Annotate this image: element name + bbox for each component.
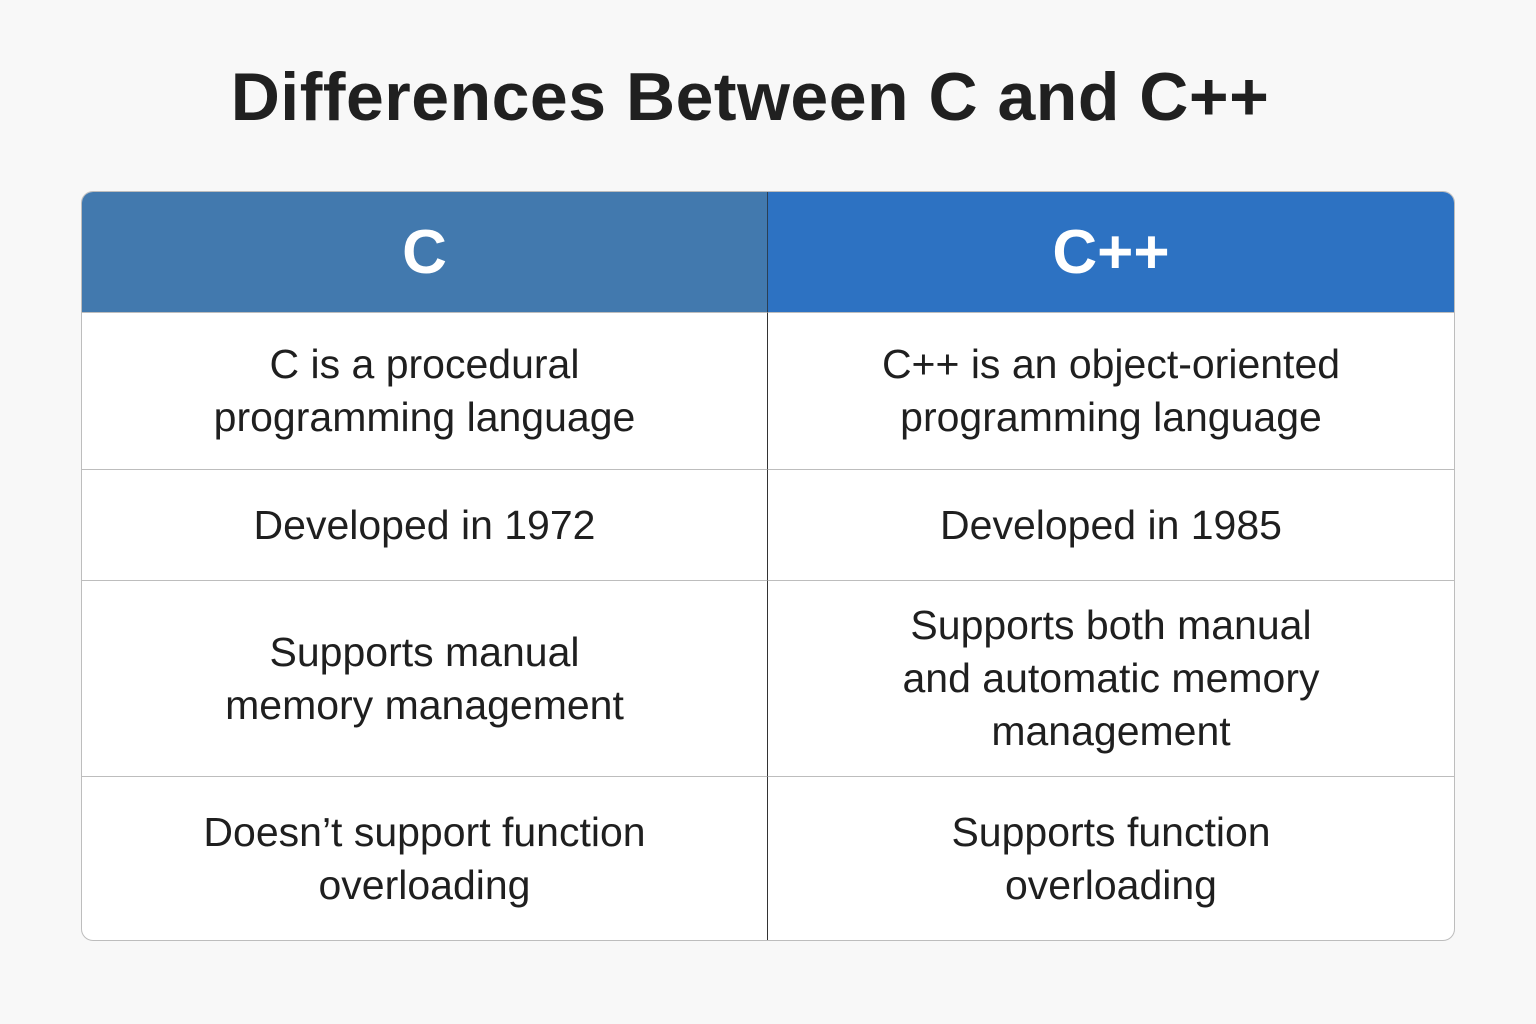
- cell-text-line: Developed in 1985: [940, 501, 1282, 548]
- cell-text-line: C++ is an object-oriented: [881, 341, 1341, 387]
- cell-text-line: Doesn’t support function: [203, 808, 646, 855]
- title: Differences Between C and C++: [230, 59, 1270, 135]
- table-cell: C++ is an object-oriented programming lan…: [768, 312, 1454, 469]
- table-cell: C is a procedural programming language: [82, 312, 768, 469]
- comparison-table: C C++ C is a procedural programming languag…: [81, 191, 1455, 941]
- cell-text-line: memory management: [225, 681, 624, 728]
- cell-text-line: Supports manual: [269, 628, 580, 675]
- table-cell: Developed in 1985: [768, 469, 1454, 580]
- column-header: C++: [768, 192, 1454, 312]
- cell-text-line: Supports function: [951, 808, 1271, 855]
- cell-text-line: Developed in 1972: [253, 501, 596, 548]
- table-cell: Supports function overloading: [768, 776, 1454, 940]
- cell-text-line: Supports both manual: [910, 602, 1312, 648]
- table-cell: Doesn’t support function overloading: [82, 776, 768, 940]
- table-cell: Developed in 1972: [82, 469, 768, 580]
- table-cell: Supports both manual and automatic memory…: [768, 580, 1454, 776]
- cell-text-line: and automatic memory: [902, 655, 1320, 701]
- column-header: C: [82, 192, 768, 312]
- cell-text-line: programming language: [213, 394, 636, 440]
- table-cell: Supports manual memory management: [82, 580, 768, 776]
- cell-text-line: management: [991, 708, 1231, 754]
- cell-text-line: overloading: [318, 861, 531, 908]
- cell-text-line: programming language: [900, 394, 1322, 440]
- cell-text-line: C is a procedural: [269, 341, 580, 387]
- cell-text-line: overloading: [1005, 861, 1217, 908]
